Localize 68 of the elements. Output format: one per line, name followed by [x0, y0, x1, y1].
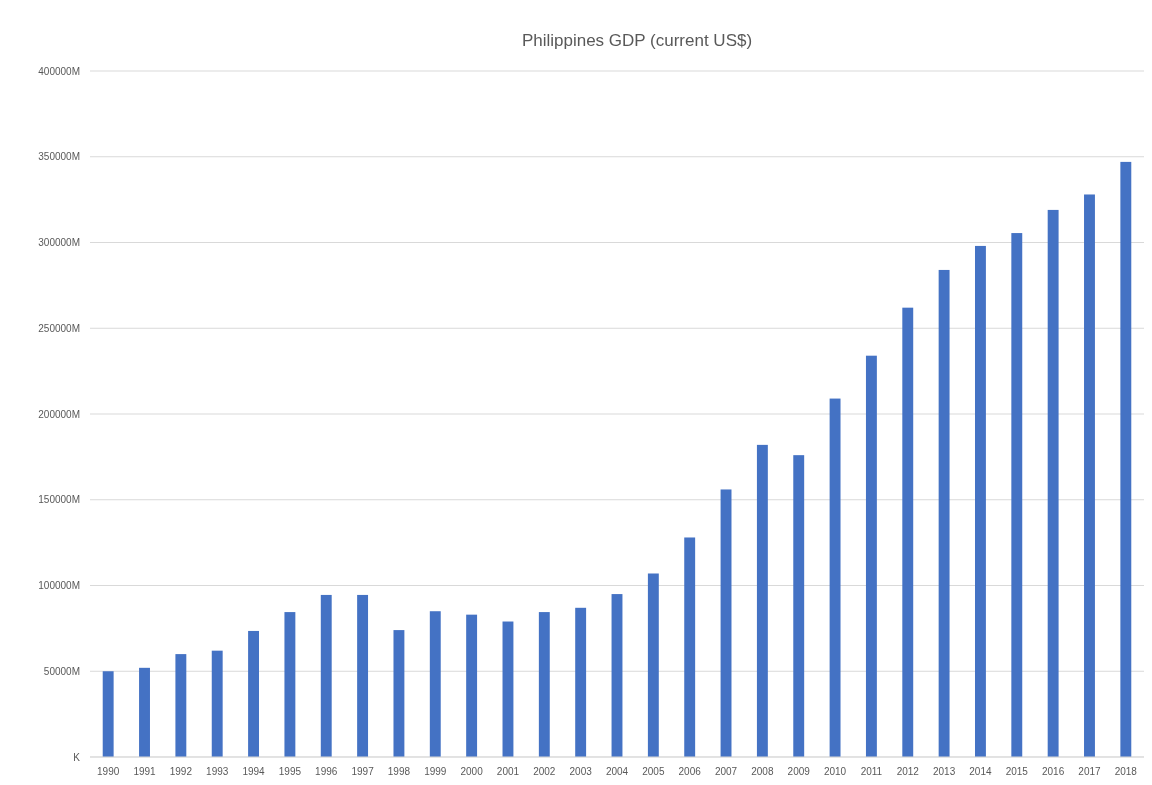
x-tick-label: 2010 [823, 766, 847, 777]
x-tick-label: 2007 [714, 766, 738, 777]
x-tick-label: 1994 [242, 766, 266, 777]
bar [1011, 233, 1023, 757]
bar [938, 269, 950, 757]
x-tick-label: 1999 [424, 766, 447, 777]
bar [175, 654, 187, 757]
bar [647, 573, 659, 757]
bar [1047, 209, 1059, 757]
y-tick-label: 50000M [43, 665, 80, 677]
x-tick-label: 2005 [642, 766, 665, 777]
x-tick-label: 2004 [605, 766, 629, 777]
x-tick-label: 2001 [496, 766, 520, 777]
x-tick-label: 1991 [133, 766, 157, 777]
bar [793, 455, 805, 757]
x-tick-label: 2000 [460, 766, 484, 777]
y-tick-label: K [73, 751, 81, 763]
x-tick-label: 2011 [860, 766, 883, 777]
y-tick-label: 200000M [38, 408, 80, 420]
bar [466, 614, 478, 757]
x-tick-label: 2014 [969, 766, 993, 777]
y-tick-label: 250000M [38, 322, 80, 334]
x-tick-label: 1990 [97, 766, 120, 777]
bar [756, 444, 768, 757]
x-tick-label: 1995 [278, 766, 302, 777]
bar [320, 594, 332, 757]
y-tick-label: 350000M [38, 151, 80, 163]
y-tick-label: 400000M [38, 65, 80, 77]
bar [139, 667, 150, 757]
x-tick-label: 2012 [896, 766, 920, 777]
x-tick-label: 2002 [533, 766, 556, 777]
x-tick-label: 2017 [1078, 766, 1102, 777]
bar [611, 594, 623, 757]
bar [248, 630, 259, 757]
x-tick-label: 2003 [569, 766, 593, 777]
x-tick-label: 2015 [1005, 766, 1029, 777]
bar [829, 398, 841, 757]
bar [538, 612, 550, 757]
y-tick-label: 100000M [38, 580, 80, 591]
bar [1120, 161, 1132, 757]
x-tick-label: 2018 [1114, 766, 1138, 777]
bar [502, 621, 514, 757]
bar [720, 489, 732, 757]
bar [102, 671, 114, 757]
x-tick-label: 2013 [932, 766, 956, 777]
bar [1084, 194, 1095, 757]
bar [575, 607, 587, 757]
y-tick-label: 300000M [38, 237, 80, 248]
x-tick-label: 1992 [169, 766, 193, 777]
bar [284, 612, 296, 757]
x-tick-label: 1993 [206, 766, 229, 777]
x-tick-label: 1998 [387, 766, 411, 777]
y-tick-label: 150000M [38, 494, 80, 506]
bar [684, 537, 696, 757]
x-tick-label: 2006 [678, 766, 702, 777]
bar [429, 611, 441, 757]
bar [357, 594, 369, 757]
x-tick-label: 2008 [751, 766, 774, 777]
x-tick-label: 2009 [787, 766, 811, 777]
bar [393, 630, 405, 757]
x-tick-label: 1997 [351, 766, 375, 777]
x-tick-label: 1996 [315, 766, 338, 777]
bar [975, 245, 986, 757]
chart-title: Philippines GDP (current US$) [521, 31, 753, 50]
bar [902, 307, 914, 757]
bar [211, 650, 223, 757]
x-tick-label: 2016 [1042, 766, 1065, 777]
bar [865, 355, 877, 757]
